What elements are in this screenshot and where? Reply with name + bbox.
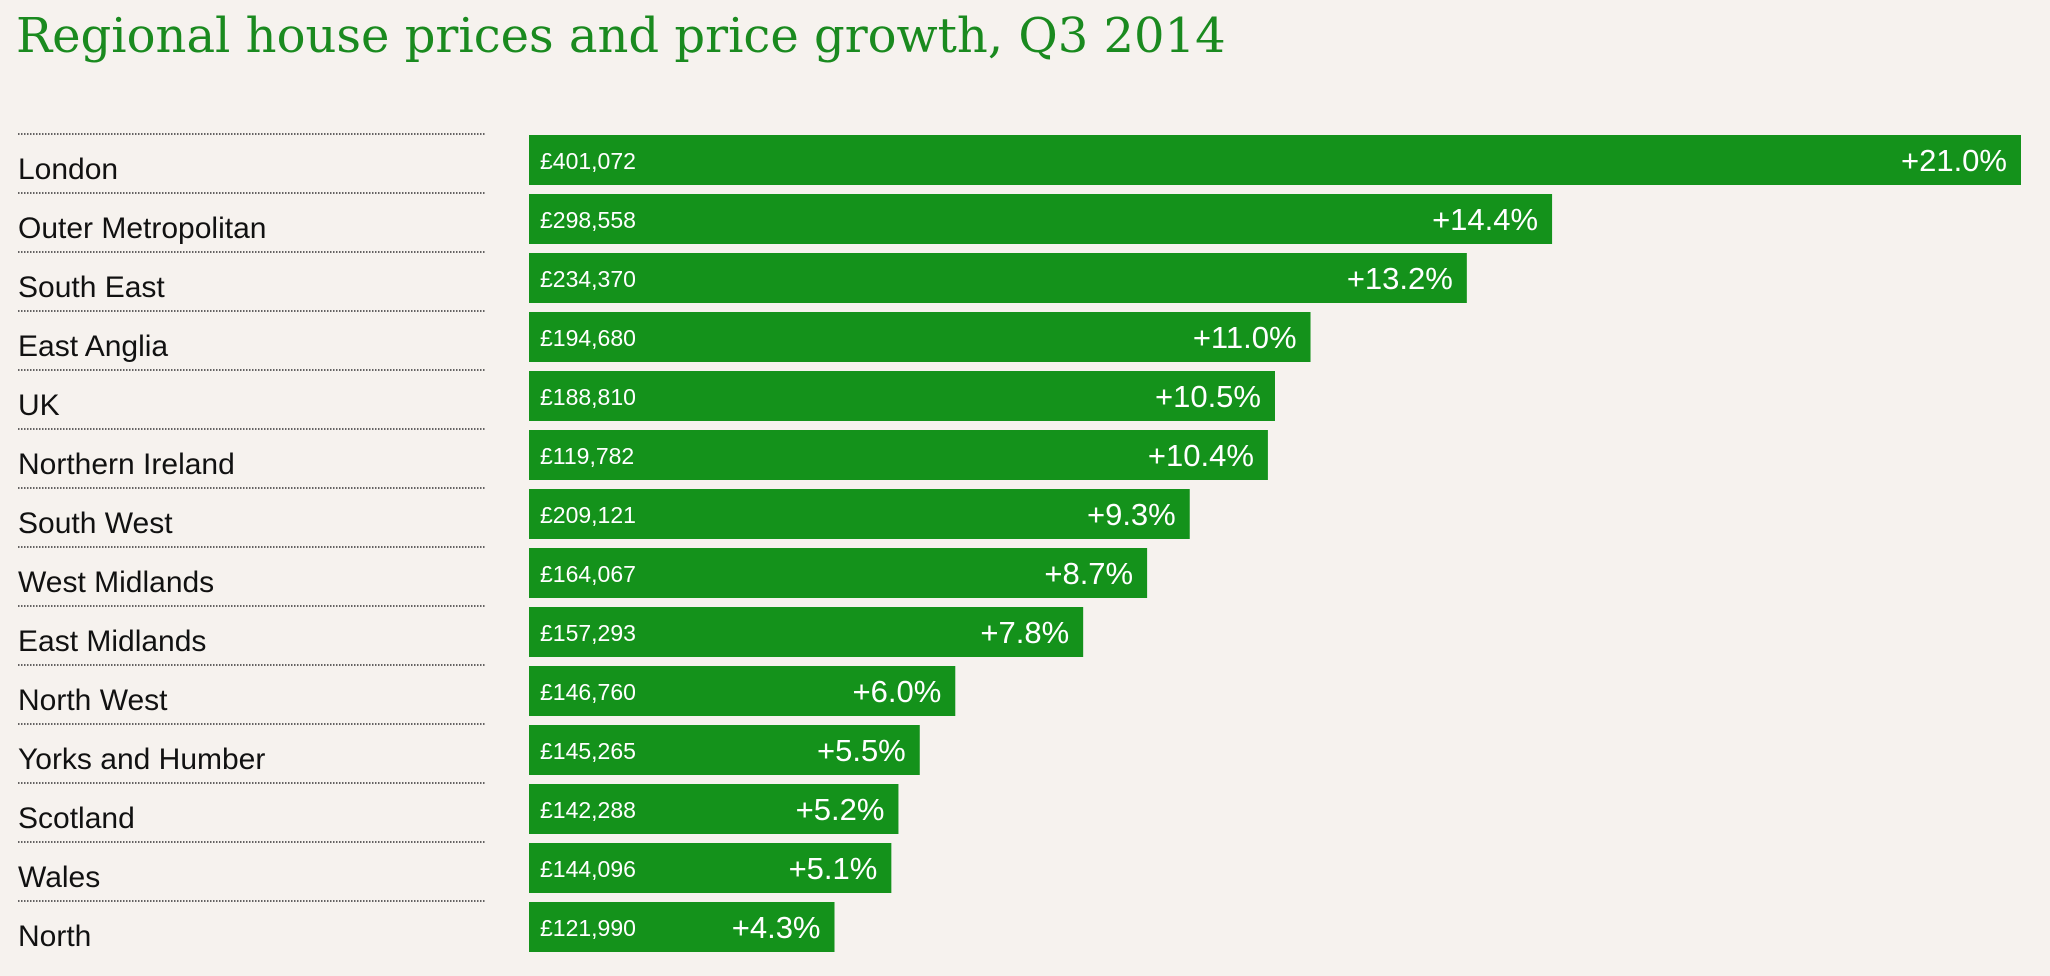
growth-label: +8.7% [1044,556,1133,591]
category-label: London [18,153,118,186]
bar [529,607,1084,657]
growth-label: +11.0% [1193,320,1297,355]
growth-label: +5.5% [817,733,906,768]
category-label: North [18,920,91,953]
bar [529,253,1467,303]
category-label: Wales [18,861,100,894]
price-label: £145,265 [540,738,636,764]
row-labels: London Outer Metropolitan South East East A… [18,133,486,953]
category-label: UK [18,389,60,422]
growth-label: +5.1% [789,851,878,886]
bar [529,784,899,834]
bar [529,135,2021,185]
bar [529,902,835,952]
category-label: Northern Ireland [18,448,235,481]
category-label: North West [18,684,168,717]
price-label: £144,096 [540,856,636,882]
bar [529,725,920,775]
price-label: £142,288 [540,797,636,823]
category-label: South West [18,507,173,540]
growth-label: +21.0% [1901,143,2007,178]
growth-label: +7.8% [980,615,1069,650]
growth-label: +10.4% [1148,438,1254,473]
price-label: £188,810 [540,384,636,410]
category-label: Outer Metropolitan [18,212,266,245]
bar [529,194,1553,244]
growth-label: +14.4% [1432,202,1538,237]
price-label: £209,121 [540,502,636,528]
bar [529,548,1148,598]
price-label: £234,370 [540,266,636,292]
bar [529,312,1311,362]
price-label: £119,782 [540,443,634,469]
price-label: £401,072 [540,148,636,174]
growth-label: +9.3% [1087,497,1176,532]
growth-label: +6.0% [853,674,942,709]
price-label: £146,760 [540,679,636,705]
bar [529,843,892,893]
bar [529,489,1190,539]
growth-label: +5.2% [796,792,885,827]
category-label: East Anglia [18,330,168,363]
bar [529,371,1275,421]
price-label: £157,293 [540,620,636,646]
category-label: East Midlands [18,625,206,658]
price-label: £121,990 [540,915,636,941]
growth-label: +13.2% [1347,261,1453,296]
category-label: West Midlands [18,566,214,599]
growth-label: +10.5% [1155,379,1261,414]
bars: £401,072 +21.0% £298,558 +14.4% £234,370 +13.… [529,135,2021,952]
bar [529,430,1268,480]
category-label: Scotland [18,802,135,835]
category-label: South East [18,271,165,304]
bar [529,666,956,716]
chart-title: Regional house prices and price growth, … [16,8,1226,64]
price-label: £194,680 [540,325,636,351]
growth-label: +4.3% [732,910,821,945]
price-label: £164,067 [540,561,636,587]
price-label: £298,558 [540,207,636,233]
category-label: Yorks and Humber [18,743,265,776]
